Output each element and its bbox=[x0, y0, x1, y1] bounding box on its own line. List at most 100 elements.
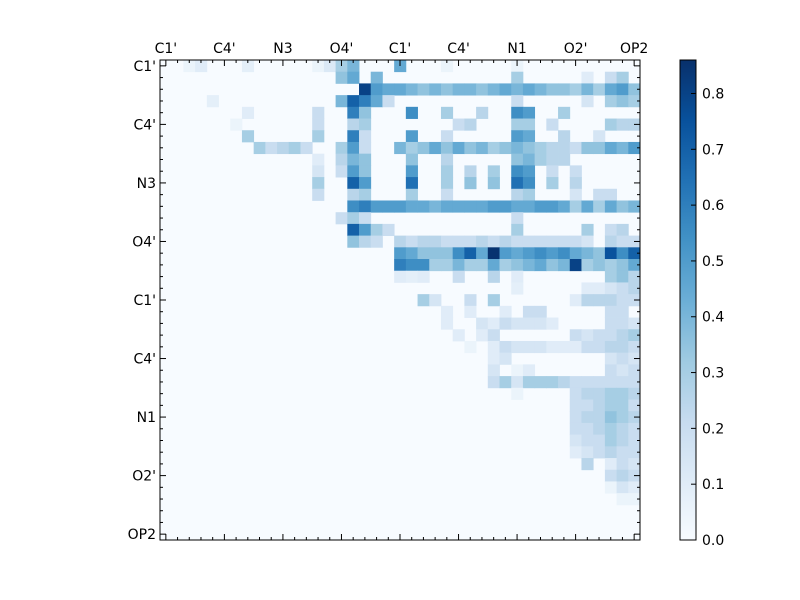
heatmap-cell bbox=[440, 188, 454, 201]
heatmap-cell bbox=[464, 83, 477, 96]
heatmap-cell bbox=[522, 165, 536, 178]
heatmap-cell bbox=[370, 71, 383, 84]
heatmap-cell bbox=[382, 95, 395, 108]
heatmap-cell bbox=[499, 83, 512, 96]
heatmap-cell bbox=[616, 352, 629, 365]
heatmap-cell bbox=[581, 446, 594, 459]
heatmap-cell bbox=[604, 399, 617, 412]
heatmap-cell bbox=[511, 153, 524, 166]
heatmap-cell bbox=[581, 434, 594, 447]
x-tick-label: O2' bbox=[564, 41, 588, 57]
heatmap-cell bbox=[616, 235, 629, 248]
heatmap-cell bbox=[452, 235, 465, 248]
heatmap-cell bbox=[335, 212, 348, 225]
heatmap-cell bbox=[394, 270, 407, 283]
heatmap-cell bbox=[487, 247, 500, 260]
heatmap-cell bbox=[569, 235, 582, 248]
heatmap-cell bbox=[604, 95, 617, 108]
heatmap-cell bbox=[604, 200, 617, 213]
heatmap-cell bbox=[335, 165, 348, 178]
heatmap-cell bbox=[476, 106, 489, 119]
heatmap-cell bbox=[405, 235, 418, 248]
colorbar-tick-label: 0.7 bbox=[702, 142, 724, 158]
heatmap-cell bbox=[616, 282, 629, 295]
heatmap-cell bbox=[487, 83, 500, 96]
heatmap-cell bbox=[628, 493, 641, 506]
heatmap-cell bbox=[581, 294, 594, 307]
heatmap-cell bbox=[429, 141, 442, 155]
heatmap-cell bbox=[569, 83, 582, 96]
heatmap-cell bbox=[440, 141, 454, 155]
heatmap-cell bbox=[628, 200, 641, 213]
heatmap-cell bbox=[616, 446, 629, 459]
heatmap-cell bbox=[370, 235, 383, 248]
colorbar-tick-label: 0.3 bbox=[702, 366, 724, 382]
heatmap-cell bbox=[604, 235, 617, 248]
heatmap-cell bbox=[206, 95, 219, 108]
heatmap-cell bbox=[394, 141, 407, 155]
heatmap-cell bbox=[628, 247, 641, 260]
heatmap-cell bbox=[359, 141, 372, 155]
heatmap-cell bbox=[312, 130, 325, 143]
heatmap-cell bbox=[499, 259, 512, 272]
heatmap-cell bbox=[464, 259, 477, 272]
heatmap-cell bbox=[335, 153, 348, 166]
heatmap-cell bbox=[604, 294, 617, 307]
heatmap-cell bbox=[511, 282, 524, 295]
heatmap-cell bbox=[300, 141, 313, 155]
heatmap-cell bbox=[616, 247, 629, 260]
heatmap-cell bbox=[359, 95, 372, 108]
heatmap-cell bbox=[499, 376, 512, 389]
heatmap-cell bbox=[464, 165, 477, 178]
heatmap-cell bbox=[604, 188, 617, 201]
heatmap-cell bbox=[628, 422, 641, 436]
y-tick-label: N3 bbox=[137, 176, 156, 192]
heatmap-cell bbox=[581, 376, 594, 389]
heatmap-cell bbox=[464, 235, 477, 248]
heatmap-cell bbox=[604, 340, 617, 354]
heatmap-cell bbox=[522, 317, 536, 330]
heatmap-cell bbox=[616, 340, 629, 354]
heatmap-cell bbox=[476, 200, 489, 213]
heatmap-cell bbox=[534, 141, 547, 155]
x-tick-label: C1' bbox=[155, 41, 178, 57]
heatmap-cell bbox=[405, 259, 418, 272]
heatmap-cell bbox=[347, 95, 360, 108]
heatmap-cell bbox=[359, 130, 372, 143]
heatmap-cell bbox=[558, 259, 571, 272]
heatmap-cell bbox=[323, 60, 337, 73]
heatmap-cell bbox=[581, 259, 594, 272]
heatmap-cell bbox=[511, 83, 524, 96]
heatmap-cell bbox=[604, 481, 617, 494]
heatmap-cell bbox=[522, 247, 536, 260]
heatmap-cell bbox=[452, 247, 465, 260]
heatmap-cell bbox=[616, 223, 629, 237]
heatmap-cell bbox=[546, 153, 559, 166]
heatmap-cell bbox=[487, 177, 500, 190]
heatmap-cell bbox=[522, 188, 536, 201]
heatmap-cell bbox=[312, 118, 325, 131]
y-tick-label: C4' bbox=[133, 352, 156, 368]
heatmap-cell bbox=[312, 165, 325, 178]
heatmap-cell bbox=[405, 153, 418, 166]
heatmap-cell bbox=[476, 317, 489, 330]
heatmap-cell bbox=[405, 200, 418, 213]
heatmap-cell bbox=[241, 60, 255, 73]
heatmap-cell bbox=[464, 177, 477, 190]
heatmap-cell bbox=[429, 247, 442, 260]
axis-ticks bbox=[160, 60, 640, 540]
heatmap-cell bbox=[522, 235, 536, 248]
heatmap-cell bbox=[616, 364, 629, 377]
heatmap-cell bbox=[429, 259, 442, 272]
x-tick-label: C1' bbox=[389, 41, 412, 57]
heatmap-cell bbox=[511, 364, 524, 377]
heatmap-cell bbox=[405, 106, 418, 119]
heatmap-cell bbox=[604, 259, 617, 272]
heatmap-cell bbox=[569, 177, 582, 190]
heatmap-cell bbox=[476, 83, 489, 96]
heatmap-cell bbox=[569, 411, 582, 424]
heatmap-cell bbox=[569, 165, 582, 178]
y-tick-label: OP2 bbox=[128, 527, 156, 543]
heatmap-cell bbox=[522, 200, 536, 213]
heatmap-cell bbox=[359, 235, 372, 248]
